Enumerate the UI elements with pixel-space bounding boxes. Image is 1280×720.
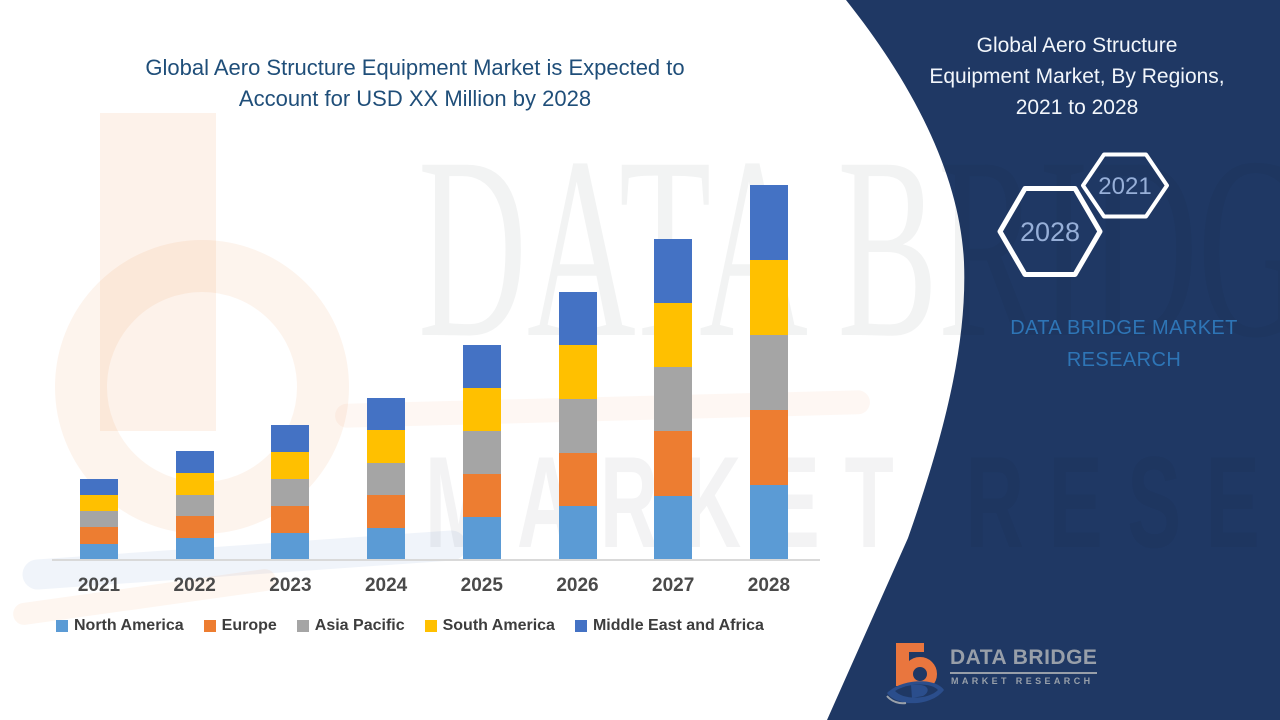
bar-segment-north-america (80, 543, 118, 560)
watermark-text-secondary: MARKET RESEARCH (425, 429, 1280, 575)
bar-segment-europe (558, 452, 597, 507)
panel-title: Global Aero Structure Equipment Market, … (877, 30, 1277, 123)
x-axis-label: 2027 (652, 575, 695, 596)
bar-segment-middle-east-and-africa (175, 451, 214, 473)
legend-marker (574, 620, 587, 632)
chart-title: Global Aero Structure Equipment Market i… (85, 52, 745, 114)
bar-segment-asia-pacific (175, 494, 214, 517)
bar-segment-europe (654, 431, 693, 496)
hexagon-year-label-2028: 2028 (1020, 217, 1080, 247)
legend-label: South America (442, 617, 555, 634)
bar-segment-south-america (749, 259, 788, 335)
bar-segment-asia-pacific (271, 478, 310, 506)
legend-label: North America (74, 617, 184, 634)
legend-item: Middle East and Africa (574, 617, 764, 635)
legend-item: Europe (203, 617, 277, 635)
bar-segment-south-america (462, 387, 501, 431)
bar-segment-south-america (80, 494, 118, 512)
bar-segment-asia-pacific (749, 334, 788, 410)
x-axis-label: 2026 (556, 575, 599, 596)
bar-segment-north-america (654, 495, 693, 560)
legend-label: Asia Pacific (314, 617, 405, 634)
bar-segment-middle-east-and-africa (271, 424, 310, 452)
legend-item: North America (56, 617, 184, 635)
bar-segment-south-america (367, 430, 406, 463)
watermark-logo-stem-shape (100, 113, 216, 431)
legend-label: Middle East and Africa (592, 617, 764, 634)
footer-brand-sub: MARKET RESEARCH (951, 676, 1094, 686)
legend-marker (56, 620, 68, 632)
bar-segment-asia-pacific (654, 367, 693, 432)
bar-segment-middle-east-and-africa (367, 397, 406, 430)
bar-segment-north-america (175, 538, 214, 560)
legend-label: Europe (221, 617, 277, 634)
x-axis-line (52, 559, 820, 561)
bar-segment-europe (462, 473, 501, 517)
panel-title-line-3: 2021 to 2028 (1015, 96, 1139, 119)
bar-segment-middle-east-and-africa (80, 478, 118, 495)
watermark-logo-bowl-shape (55, 240, 349, 534)
chart-title-line-2: Account for USD XX Million by 2028 (238, 86, 592, 111)
panel-brand-line-1: DATA BRIDGE MARKET (1010, 317, 1238, 339)
panel-title-line-2: Equipment Market, By Regions, (929, 65, 1225, 88)
bar-segment-south-america (175, 472, 214, 495)
bar-segment-asia-pacific (558, 398, 597, 453)
hexagon-badge-2028 (997, 186, 1103, 277)
x-axis-label: 2022 (173, 575, 216, 596)
x-axis-label: 2028 (747, 575, 791, 596)
bar-segment-europe (749, 409, 788, 485)
bar-segment-north-america (271, 532, 310, 560)
panel-brand-text: DATA BRIDGE MARKET RESEARCH (924, 312, 1280, 376)
bar-segment-europe (80, 527, 118, 544)
bar-segment-asia-pacific (367, 462, 406, 495)
bar-segment-middle-east-and-africa (654, 238, 693, 303)
bar-segment-middle-east-and-africa (462, 344, 501, 388)
bar-segment-europe (271, 505, 310, 533)
bar-segment-middle-east-and-africa (558, 291, 597, 346)
panel-title-line-1: Global Aero Structure (976, 34, 1178, 57)
bar-segment-north-america (558, 506, 597, 560)
bar-segment-south-america (271, 451, 310, 479)
hexagon-year-label-2021: 2021 (1098, 173, 1151, 200)
footer-brand-name: DATA BRIDGE (950, 646, 1098, 674)
legend-marker (296, 620, 309, 632)
x-axis-label: 2025 (460, 575, 503, 596)
x-axis-label: 2021 (77, 575, 121, 596)
chart-title-line-1: Global Aero Structure Equipment Market i… (145, 55, 685, 80)
x-axis-label: 2024 (364, 575, 408, 596)
legend-item: South America (424, 617, 555, 635)
bar-segment-south-america (654, 302, 693, 368)
bar-segment-north-america (462, 516, 501, 560)
bar-segment-north-america (749, 484, 788, 560)
bar-segment-europe (367, 495, 406, 528)
legend-marker (424, 620, 437, 632)
bar-segment-asia-pacific (462, 430, 501, 474)
legend-marker (203, 620, 216, 632)
legend-item: Asia Pacific (296, 617, 405, 635)
bar-segment-europe (175, 516, 214, 539)
x-axis-label: 2023 (269, 575, 312, 596)
bar-segment-north-america (367, 527, 406, 560)
bar-segment-asia-pacific (80, 511, 118, 528)
panel-brand-line-2: RESEARCH (1066, 349, 1182, 371)
legend: North America Europe Asia Pacific South Ame… (56, 617, 764, 635)
hexagon-badge-2021 (1081, 152, 1169, 219)
watermark-orange-swoosh (334, 390, 871, 428)
bar-segment-middle-east-and-africa (749, 184, 788, 260)
data-bridge-logo-icon (886, 643, 944, 705)
bar-segment-south-america (558, 345, 597, 399)
